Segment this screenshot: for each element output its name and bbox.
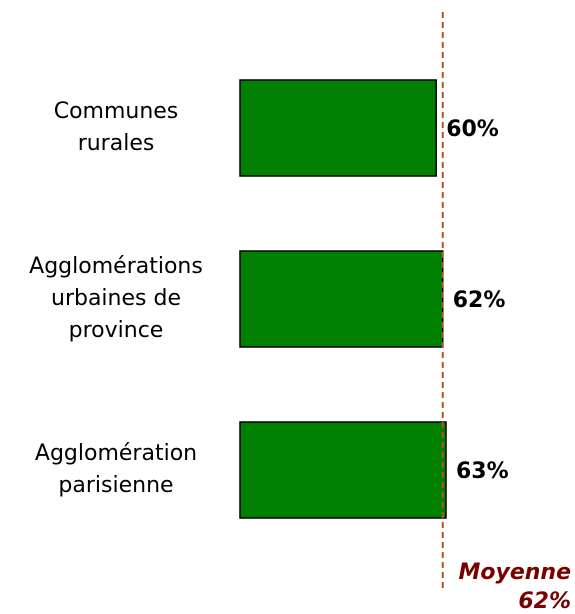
category-label: Agglomérations urbaines de province <box>29 254 203 343</box>
category-label: Communes rurales <box>53 99 179 156</box>
value-label: 60% <box>446 117 499 142</box>
bar <box>239 79 437 177</box>
value-label: 62% <box>453 288 506 313</box>
bar <box>239 421 447 519</box>
value-label: 63% <box>456 459 509 484</box>
category-label: Agglomération parisienne <box>34 441 198 498</box>
bar <box>239 250 444 348</box>
reference-label: Moyenne <box>458 560 571 585</box>
reference-value-label: 62% <box>518 589 571 614</box>
